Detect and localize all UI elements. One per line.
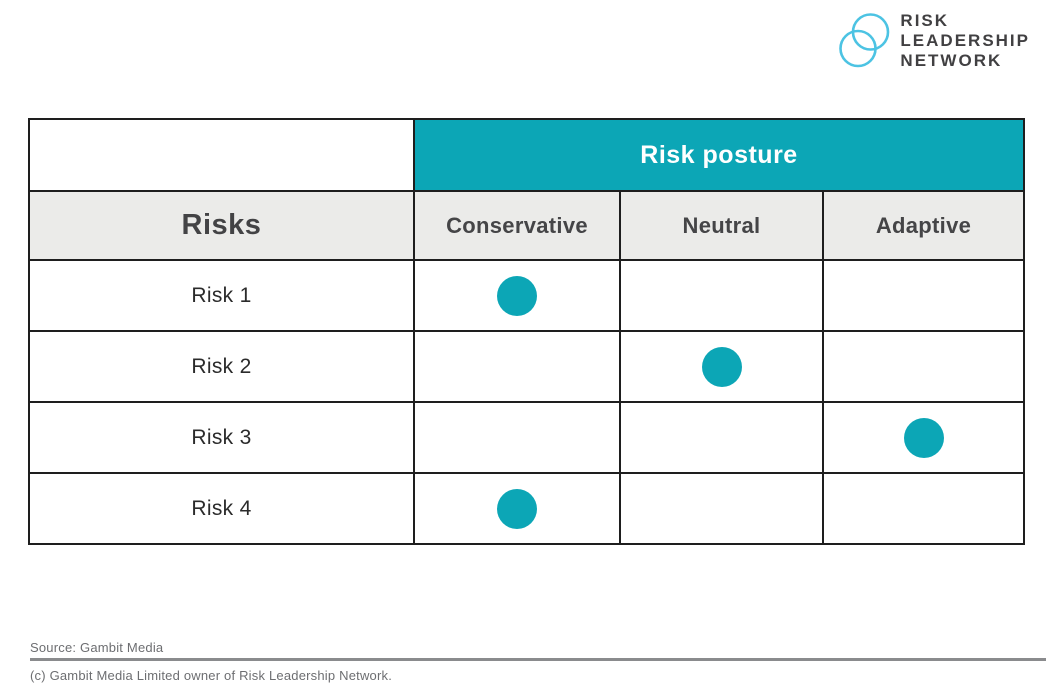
posture-cell-adaptive [821,401,1026,474]
logo-word-leadership: LEADERSHIP [900,31,1030,50]
risk-row-label: Risk 2 [28,330,415,403]
posture-cell-neutral [619,330,824,403]
posture-dot [701,346,742,387]
posture-dot [497,488,537,529]
footer-divider [30,658,1046,661]
column-header-conservative: Conservative [413,190,621,261]
logo-word-risk: RISK [900,11,950,30]
posture-cell-neutral [619,259,824,332]
posture-cell-adaptive [821,472,1026,545]
empty-corner-cell [28,118,415,192]
table-row: Risk 1 [28,259,1026,332]
source-attribution: Source: Gambit Media [30,640,164,655]
risk-leadership-network-logo: RISK LEADERSHIP NETWORK [838,11,1030,71]
risk-row-label: Risk 3 [28,401,415,474]
risks-column-header: Risks [28,190,415,261]
posture-dot [903,417,944,458]
column-header-adaptive: Adaptive [821,190,1026,261]
risk-posture-header: Risk posture [412,118,1026,192]
risk-row-label: Risk 4 [28,472,415,545]
column-header-neutral: Neutral [619,190,824,261]
posture-cell-conservative [413,472,621,545]
table-body: Risk 1 Risk 2 Risk 3 Risk 4 [28,259,1026,545]
overlapping-circles-icon [839,13,890,68]
posture-cell-conservative [413,401,621,474]
copyright-text: (c) Gambit Media Limited owner of Risk L… [30,668,393,683]
posture-cell-neutral [619,472,824,545]
table-header-row: Risk posture [28,118,1026,192]
posture-cell-conservative [413,330,621,403]
table-row: Risk 3 [28,401,1026,474]
posture-cell-conservative [413,259,621,332]
table-row: Risk 2 [28,330,1026,403]
risk-row-label: Risk 1 [28,259,415,332]
posture-dot [497,275,537,316]
logo-word-network: NETWORK [900,51,1003,70]
posture-cell-adaptive [821,259,1026,332]
posture-cell-adaptive [821,330,1026,403]
table-subheader-row: Risks Conservative Neutral Adaptive [28,190,1026,261]
risk-posture-table: Risk posture Risks Conservative Neutral … [28,118,1026,545]
logo-wordmark: RISK LEADERSHIP NETWORK [900,11,1030,71]
posture-cell-neutral [619,401,824,474]
table-row: Risk 4 [28,472,1026,545]
